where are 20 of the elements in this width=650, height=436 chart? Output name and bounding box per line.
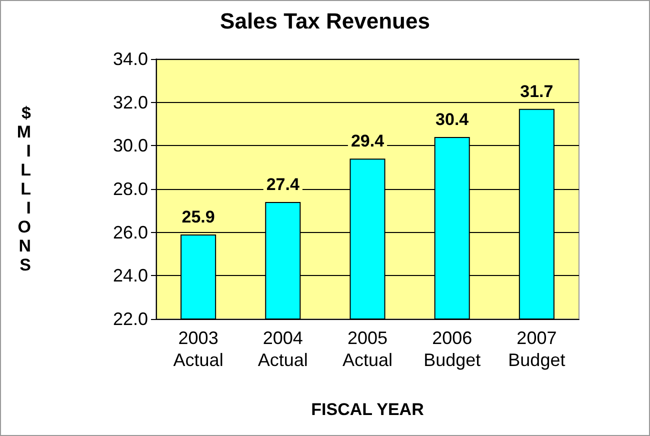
y-tick-label: 32.0	[112, 92, 148, 112]
y-tick-label: 24.0	[112, 266, 148, 286]
data-label: 27.4	[266, 175, 300, 194]
data-label: 30.4	[436, 110, 470, 129]
x-tick-label: 2004 Actual	[258, 328, 308, 370]
data-label: 31.7	[520, 82, 554, 101]
data-label: 29.4	[350, 132, 385, 151]
text: $MILLIONS	[16, 104, 31, 274]
y-tick-label: 30.0	[112, 136, 148, 156]
y-tick-label: 28.0	[112, 179, 148, 199]
y-tick-label: 22.0	[112, 309, 148, 329]
x-tick-label: 2003 Actual	[173, 328, 224, 370]
y-tick-label: 34.0	[112, 49, 148, 69]
data-label: 25.9	[182, 208, 215, 226]
x-tick-label: 2006 Budget	[424, 328, 481, 370]
x-axis-title: FISCAL YEAR	[311, 400, 424, 419]
x-tick-label: 2007 Budget	[508, 328, 566, 370]
chart-title: Sales Tax Revenues	[220, 8, 430, 34]
x-tick-label: 2005 Actual	[342, 328, 393, 370]
y-tick-label: 26.0	[112, 222, 148, 242]
